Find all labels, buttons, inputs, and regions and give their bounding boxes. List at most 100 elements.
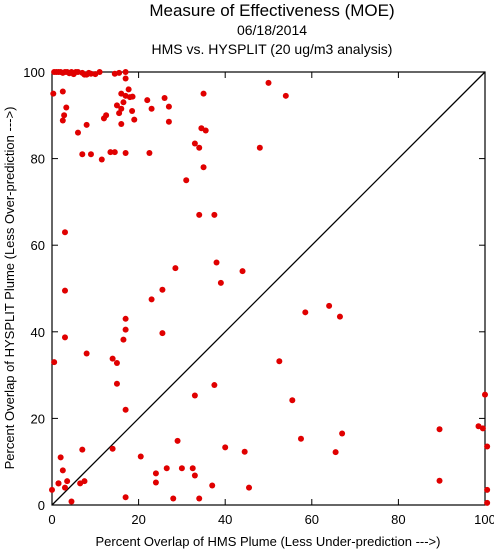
- data-point: [59, 88, 66, 95]
- data-point: [61, 229, 68, 236]
- data-point: [339, 430, 346, 437]
- y-axis-label: Percent Overlap of HYSPLIT Plume (Less O…: [2, 107, 17, 470]
- data-point: [116, 110, 123, 117]
- data-point: [484, 443, 491, 450]
- data-point: [113, 380, 120, 387]
- data-point: [83, 121, 90, 128]
- data-point: [122, 315, 129, 322]
- x-tick-label: 100: [474, 512, 494, 527]
- data-point: [289, 397, 296, 404]
- data-point: [152, 479, 159, 486]
- data-point: [81, 478, 88, 485]
- data-point: [174, 437, 181, 444]
- x-tick-label: 60: [305, 512, 319, 527]
- data-point: [55, 480, 62, 487]
- data-point: [100, 115, 107, 122]
- data-point: [196, 144, 203, 151]
- data-point: [59, 467, 66, 474]
- data-point: [159, 330, 166, 337]
- data-point: [74, 129, 81, 136]
- data-point: [200, 90, 207, 97]
- data-point: [125, 86, 132, 93]
- y-tick-label: 0: [38, 498, 45, 513]
- data-point: [120, 336, 127, 343]
- data-point: [79, 151, 86, 158]
- data-point: [96, 69, 103, 75]
- data-point: [165, 118, 172, 125]
- data-point: [211, 382, 218, 389]
- data-point: [332, 449, 339, 456]
- data-point: [59, 117, 66, 124]
- data-point: [196, 495, 203, 502]
- data-point: [191, 392, 198, 399]
- axis-ticks: 0 20 40 60 80 100 0 20 40 60 80 100: [23, 65, 494, 527]
- data-point: [122, 326, 129, 333]
- y-tick-label: 60: [31, 238, 45, 253]
- data-point: [159, 286, 166, 293]
- data-point: [129, 107, 136, 114]
- data-point: [213, 259, 220, 266]
- data-point: [297, 435, 304, 442]
- data-point: [87, 70, 94, 77]
- data-point: [479, 425, 486, 432]
- data-point: [211, 211, 218, 218]
- data-point: [61, 484, 68, 491]
- data-point: [282, 92, 289, 99]
- data-point: [122, 75, 129, 82]
- data-point: [165, 103, 172, 110]
- data-point: [64, 478, 71, 485]
- data-point: [122, 149, 129, 156]
- data-point: [241, 448, 248, 455]
- data-point: [109, 355, 116, 362]
- data-point: [68, 498, 75, 505]
- data-point: [131, 116, 138, 123]
- data-point: [436, 477, 443, 484]
- data-points: [49, 69, 491, 506]
- data-point: [246, 484, 253, 491]
- data-point: [129, 93, 136, 100]
- data-point: [122, 494, 129, 501]
- data-point: [239, 268, 246, 275]
- data-point: [107, 149, 114, 156]
- data-point: [109, 445, 116, 452]
- data-point: [484, 486, 491, 493]
- data-point: [98, 156, 105, 163]
- data-point: [50, 90, 57, 97]
- data-point: [276, 358, 283, 365]
- chart-title: Measure of Effectiveness (MOE): [149, 1, 394, 20]
- data-point: [144, 97, 151, 104]
- data-point: [137, 453, 144, 460]
- data-point: [326, 302, 333, 309]
- chart-date: 06/18/2014: [237, 22, 307, 38]
- y-tick-label: 80: [31, 152, 45, 167]
- plot-frame: [51, 71, 486, 506]
- data-point: [191, 472, 198, 479]
- data-point: [152, 470, 159, 477]
- x-tick-label: 20: [131, 512, 145, 527]
- reference-diagonal-line: [51, 71, 486, 506]
- data-point: [79, 446, 86, 453]
- data-point: [302, 309, 309, 316]
- data-point: [170, 495, 177, 502]
- data-point: [209, 482, 216, 489]
- x-axis-label: Percent Overlap of HMS Plume (Less Under…: [96, 534, 441, 549]
- data-point: [113, 359, 120, 366]
- y-tick-label: 100: [23, 65, 45, 80]
- data-point: [122, 69, 129, 75]
- data-point: [265, 79, 272, 86]
- y-tick-label: 20: [31, 411, 45, 426]
- data-point: [436, 426, 443, 433]
- data-point: [336, 313, 343, 320]
- data-point: [161, 94, 168, 101]
- data-point: [217, 279, 224, 286]
- data-point: [57, 454, 64, 461]
- data-point: [148, 105, 155, 112]
- data-point: [122, 406, 129, 413]
- x-tick-label: 40: [218, 512, 232, 527]
- data-point: [111, 149, 118, 156]
- data-point: [200, 164, 207, 171]
- data-point: [256, 144, 263, 151]
- data-point: [61, 287, 68, 294]
- data-point: [113, 102, 120, 109]
- data-point: [118, 120, 125, 127]
